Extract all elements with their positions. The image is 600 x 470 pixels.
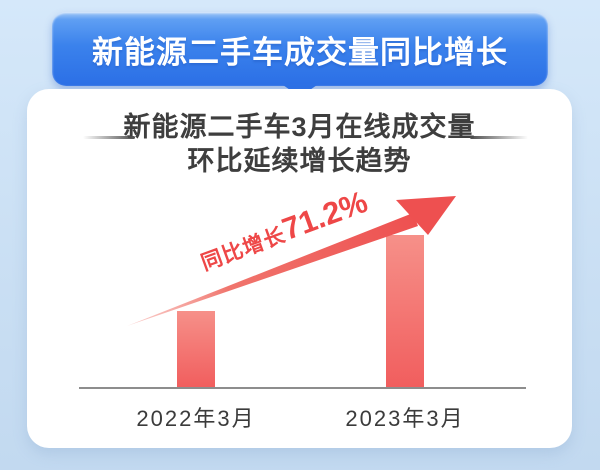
dash-left-decoration — [83, 136, 135, 139]
chart-title-block: 新能源二手车3月在线成交量 环比延续增长趋势 — [27, 89, 572, 178]
chart-card: 新能源二手车3月在线成交量 环比延续增长趋势 — [27, 89, 572, 448]
chart-title-line2: 环比延续增长趋势 — [187, 146, 412, 176]
header-banner: 新能源二手车成交量同比增长 — [52, 12, 548, 97]
dash-right-decoration — [470, 136, 528, 139]
banner-title: 新能源二手车成交量同比增长 — [92, 34, 508, 70]
x-axis-label-2022: 2022年3月 — [136, 406, 256, 431]
x-axis-label-2023: 2023年3月 — [345, 406, 465, 431]
chart-title-line1: 新能源二手车3月在线成交量 — [123, 112, 476, 142]
